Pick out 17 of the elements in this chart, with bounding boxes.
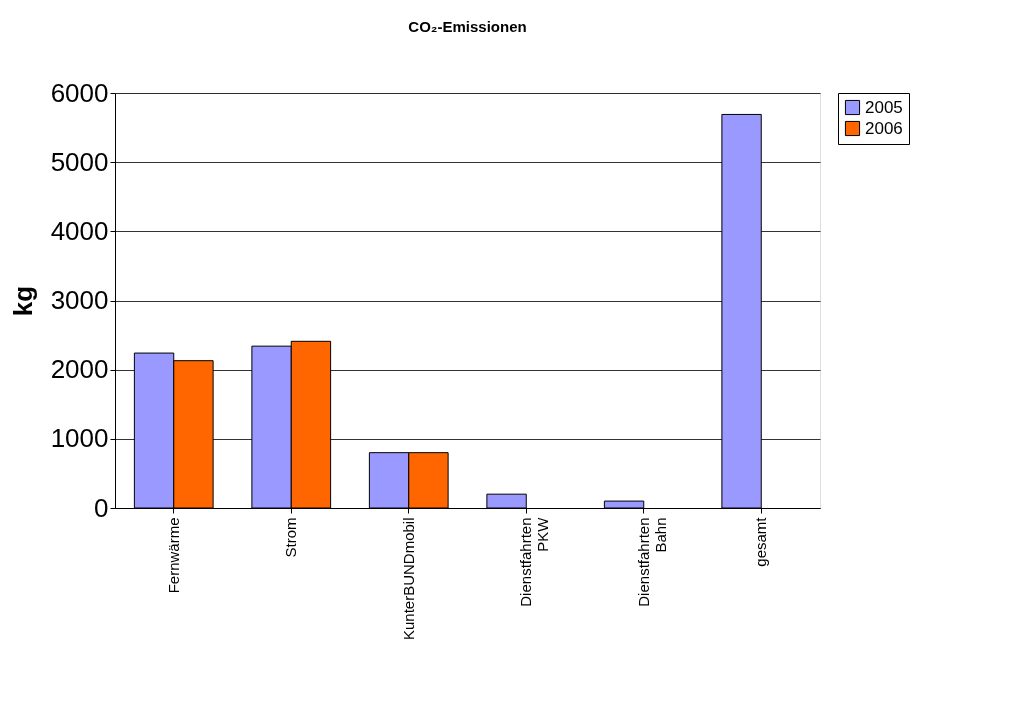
x-tick-label: gesamt — [752, 516, 770, 567]
legend-label: 2006 — [865, 118, 903, 138]
y-tick-label: 3000 — [50, 285, 109, 315]
x-tick-label: Fernwärme — [164, 517, 182, 594]
y-tick-label: 0 — [94, 492, 109, 523]
y-tick-label: 2000 — [50, 354, 109, 385]
y-tick-label: 1000 — [50, 423, 109, 454]
legend-label: 2005 — [865, 97, 903, 117]
x-tick-label: KunterBUNDmobil — [399, 517, 417, 641]
x-tick-label: Strom — [282, 517, 300, 558]
y-axis-title: kg — [7, 285, 38, 317]
chart-title: CO₂-Emissionen — [408, 18, 527, 35]
y-tick-label: 5000 — [50, 146, 109, 177]
x-tick-label: Dienstfahrten PKW — [517, 516, 552, 607]
y-tick-label: 6000 — [50, 77, 109, 108]
y-tick-label: 4000 — [50, 215, 109, 246]
x-tick-label: Dienstfahrten Bahn — [634, 517, 669, 607]
